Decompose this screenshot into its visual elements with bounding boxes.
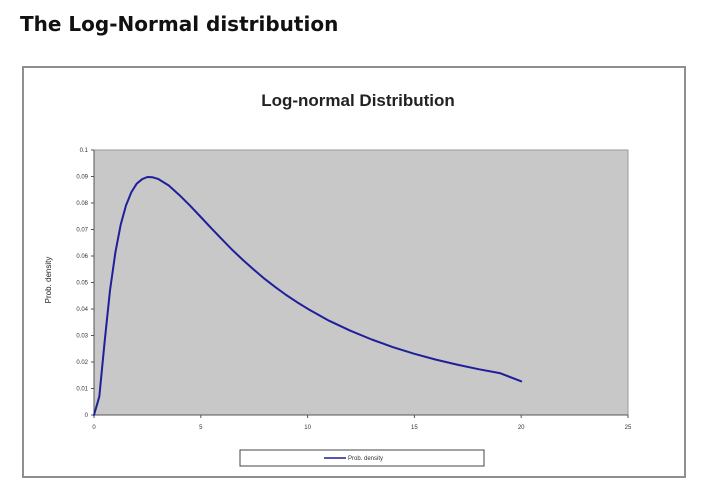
legend-entry: Prob. density — [348, 456, 383, 462]
chart-title: Log-normal Distribution — [261, 91, 455, 110]
y-tick-label: 0.06 — [76, 254, 88, 260]
x-tick-label: 5 — [199, 425, 203, 431]
y-tick-label: 0.04 — [76, 307, 88, 313]
y-tick-label: 0.09 — [76, 175, 88, 181]
y-tick-label: 0.05 — [76, 281, 88, 287]
series-line-prob-density — [93, 176, 523, 416]
y-axis-label: Prob. density — [44, 257, 53, 304]
page-heading: The Log-Normal distribution — [20, 12, 339, 36]
y-tick-label: 0.02 — [76, 360, 88, 366]
y-tick-label: 0.03 — [76, 334, 88, 340]
x-tick-label: 15 — [411, 425, 418, 431]
y-tick-label: 0.1 — [80, 148, 89, 154]
plot-area — [93, 149, 629, 416]
x-tick-label: 10 — [304, 425, 311, 431]
legend-box — [239, 449, 485, 467]
y-tick-label: 0.07 — [76, 228, 88, 234]
y-tick-label: 0.01 — [76, 387, 88, 393]
chart-frame: Log-normal Distribution 0 0.01 0.02 0.03 0.0… — [22, 66, 686, 478]
log-normal-chart: Log-normal Distribution 0 0.01 0.02 0.03 0.0… — [44, 91, 632, 467]
x-tick-label: 25 — [625, 425, 632, 431]
y-tick-label: 0 — [85, 413, 89, 419]
x-tick-label: 20 — [518, 425, 525, 431]
y-tick-label: 0.08 — [76, 201, 88, 207]
x-tick-label: 0 — [92, 425, 96, 431]
